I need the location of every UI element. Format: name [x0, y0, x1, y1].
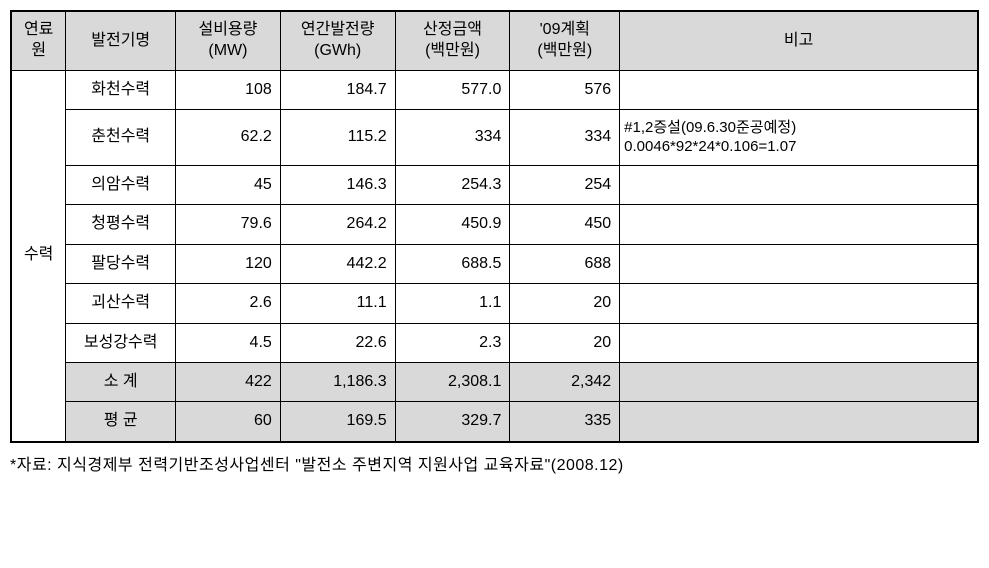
amount-cell: 688.5 — [395, 244, 510, 283]
amount-cell: 450.9 — [395, 205, 510, 244]
plan-cell: 20 — [510, 323, 620, 362]
header-note: 비고 — [620, 11, 978, 70]
generation-cell: 146.3 — [280, 165, 395, 204]
generation-cell: 264.2 — [280, 205, 395, 244]
generation-cell: 22.6 — [280, 323, 395, 362]
subtotal-note — [620, 362, 978, 401]
subtotal-row: 소 계 422 1,186.3 2,308.1 2,342 — [11, 362, 978, 401]
citation-text: *자료: 지식경제부 전력기반조성사업센터 "발전소 주변지역 지원사업 교육자… — [10, 451, 979, 475]
capacity-cell: 2.6 — [176, 284, 281, 323]
subtotal-label: 소 계 — [66, 362, 176, 401]
average-amount: 329.7 — [395, 402, 510, 442]
average-row: 평 균 60 169.5 329.7 335 — [11, 402, 978, 442]
generation-cell: 184.7 — [280, 70, 395, 109]
plant-name-cell: 춘천수력 — [66, 109, 176, 165]
table-row: 괴산수력 2.6 11.1 1.1 20 — [11, 284, 978, 323]
subtotal-amount: 2,308.1 — [395, 362, 510, 401]
table-row: 팔당수력 120 442.2 688.5 688 — [11, 244, 978, 283]
table-row: 청평수력 79.6 264.2 450.9 450 — [11, 205, 978, 244]
average-plan: 335 — [510, 402, 620, 442]
plan-cell: 688 — [510, 244, 620, 283]
subtotal-generation: 1,186.3 — [280, 362, 395, 401]
table-row: 수력 화천수력 108 184.7 577.0 576 — [11, 70, 978, 109]
header-name: 발전기명 — [66, 11, 176, 70]
subtotal-plan: 2,342 — [510, 362, 620, 401]
plant-name-cell: 의암수력 — [66, 165, 176, 204]
header-capacity: 설비용량(MW) — [176, 11, 281, 70]
note-cell — [620, 323, 978, 362]
header-amount: 산정금액(백만원) — [395, 11, 510, 70]
plant-name-cell: 보성강수력 — [66, 323, 176, 362]
plan-cell: 254 — [510, 165, 620, 204]
header-row: 연료원 발전기명 설비용량(MW) 연간발전량(GWh) 산정금액(백만원) '… — [11, 11, 978, 70]
table-row: 춘천수력 62.2 115.2 334 334 #1,2증설(09.6.30준공… — [11, 109, 978, 165]
note-cell — [620, 205, 978, 244]
capacity-cell: 79.6 — [176, 205, 281, 244]
note-cell — [620, 244, 978, 283]
plant-name-cell: 괴산수력 — [66, 284, 176, 323]
plan-cell: 334 — [510, 109, 620, 165]
amount-cell: 2.3 — [395, 323, 510, 362]
amount-cell: 334 — [395, 109, 510, 165]
capacity-cell: 120 — [176, 244, 281, 283]
table-container: 연료원 발전기명 설비용량(MW) 연간발전량(GWh) 산정금액(백만원) '… — [10, 10, 979, 475]
table-body: 수력 화천수력 108 184.7 577.0 576 춘천수력 62.2 11… — [11, 70, 978, 442]
data-table: 연료원 발전기명 설비용량(MW) 연간발전량(GWh) 산정금액(백만원) '… — [10, 10, 979, 443]
capacity-cell: 45 — [176, 165, 281, 204]
amount-cell: 254.3 — [395, 165, 510, 204]
average-generation: 169.5 — [280, 402, 395, 442]
header-fuel: 연료원 — [11, 11, 66, 70]
capacity-cell: 108 — [176, 70, 281, 109]
note-cell: #1,2증설(09.6.30준공예정)0.0046*92*24*0.106=1.… — [620, 109, 978, 165]
table-row: 의암수력 45 146.3 254.3 254 — [11, 165, 978, 204]
average-label: 평 균 — [66, 402, 176, 442]
generation-cell: 442.2 — [280, 244, 395, 283]
note-cell — [620, 70, 978, 109]
plan-cell: 20 — [510, 284, 620, 323]
amount-cell: 577.0 — [395, 70, 510, 109]
note-cell — [620, 284, 978, 323]
plant-name-cell: 청평수력 — [66, 205, 176, 244]
average-note — [620, 402, 978, 442]
subtotal-capacity: 422 — [176, 362, 281, 401]
average-capacity: 60 — [176, 402, 281, 442]
plan-cell: 576 — [510, 70, 620, 109]
plant-name-cell: 팔당수력 — [66, 244, 176, 283]
header-plan: '09계획(백만원) — [510, 11, 620, 70]
amount-cell: 1.1 — [395, 284, 510, 323]
capacity-cell: 62.2 — [176, 109, 281, 165]
generation-cell: 115.2 — [280, 109, 395, 165]
header-generation: 연간발전량(GWh) — [280, 11, 395, 70]
generation-cell: 11.1 — [280, 284, 395, 323]
note-cell — [620, 165, 978, 204]
capacity-cell: 4.5 — [176, 323, 281, 362]
plant-name-cell: 화천수력 — [66, 70, 176, 109]
plan-cell: 450 — [510, 205, 620, 244]
table-row: 보성강수력 4.5 22.6 2.3 20 — [11, 323, 978, 362]
fuel-category-cell: 수력 — [11, 70, 66, 442]
